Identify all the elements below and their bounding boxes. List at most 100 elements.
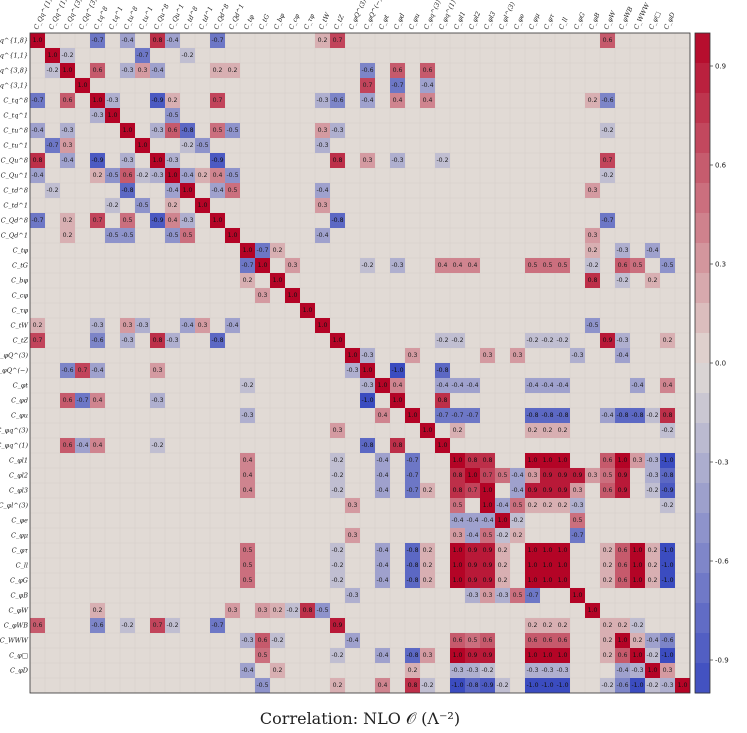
cell-value-label: -0.7 [46, 142, 58, 149]
cell-value-label: 0.8 [153, 337, 163, 344]
heatmap-cell [30, 153, 45, 168]
heatmap-cell [660, 558, 675, 573]
heatmap-cell [30, 33, 45, 48]
heatmap-cell [405, 678, 420, 693]
cell-value-label: 0.5 [513, 592, 523, 599]
cell-value-label: -0.5 [256, 682, 268, 689]
heatmap-cell [105, 198, 120, 213]
cell-value-label: -0.4 [376, 487, 388, 494]
cell-value-label: -0.2 [601, 682, 613, 689]
heatmap-cell [45, 63, 60, 78]
heatmap-cell [480, 633, 495, 648]
heatmap-cell [555, 423, 570, 438]
cell-value-label: -0.7 [256, 247, 268, 254]
y-tick-label: C_φ□ [9, 652, 28, 660]
heatmap-cell [45, 48, 60, 63]
heatmap-cell [375, 408, 390, 423]
cell-value-label: 0.3 [153, 367, 163, 374]
heatmap-cell [450, 663, 465, 678]
cell-value-label: 0.5 [123, 217, 133, 224]
cell-value-label: -0.3 [151, 127, 163, 134]
heatmap-cell [390, 438, 405, 453]
heatmap-cell [150, 438, 165, 453]
cell-value-label: -0.5 [316, 607, 328, 614]
heatmap-cell [570, 348, 585, 363]
cell-value-label: 0.6 [558, 637, 568, 644]
heatmap-cell [555, 378, 570, 393]
cell-value-label: -0.5 [226, 127, 238, 134]
cell-value-label: 0.4 [438, 262, 448, 269]
heatmap-cell [420, 558, 435, 573]
y-tick-label: C_φQ^(3) [0, 352, 28, 360]
cell-value-label: 0.9 [558, 487, 568, 494]
heatmap-cell [240, 633, 255, 648]
cell-value-label: 0.2 [603, 652, 613, 659]
heatmap-cell [195, 138, 210, 153]
heatmap-cell [495, 588, 510, 603]
heatmap-cell [75, 363, 90, 378]
cell-value-label: 0.2 [423, 562, 433, 569]
cell-value-label: 0.3 [198, 322, 208, 329]
cell-value-label: 0.9 [558, 472, 568, 479]
heatmap-cell [90, 333, 105, 348]
cell-value-label: 0.3 [588, 232, 598, 239]
heatmap-cell [60, 123, 75, 138]
heatmap-cell [495, 573, 510, 588]
colorbar-segment [695, 93, 710, 124]
cell-value-label: 0.3 [573, 487, 583, 494]
cell-value-label: 0.7 [468, 487, 478, 494]
cell-value-label: 1.0 [558, 562, 568, 569]
heatmap-cell [525, 483, 540, 498]
cell-value-label: -0.5 [166, 112, 178, 119]
colorbar-segment [695, 273, 710, 304]
cell-value-label: -0.4 [61, 157, 73, 164]
heatmap-cell [225, 603, 240, 618]
cell-value-label: -0.3 [391, 262, 403, 269]
cell-value-label: 0.2 [543, 622, 553, 629]
heatmap-cell [195, 318, 210, 333]
heatmap-cell [120, 168, 135, 183]
heatmap-cell [525, 573, 540, 588]
cell-value-label: 1.0 [543, 577, 553, 584]
heatmap-cell [390, 258, 405, 273]
cell-value-label: 0.2 [318, 37, 328, 44]
cell-value-label: 0.2 [273, 247, 283, 254]
heatmap-cell [510, 483, 525, 498]
cell-value-label: -0.8 [631, 412, 643, 419]
heatmap-cell [60, 393, 75, 408]
cell-value-label: -0.3 [181, 217, 193, 224]
cell-value-label: 0.4 [663, 382, 673, 389]
heatmap-cell [195, 198, 210, 213]
cell-value-label: -0.3 [571, 352, 583, 359]
cell-value-label: 0.2 [63, 217, 73, 224]
cell-value-label: -0.6 [331, 97, 343, 104]
cell-value-label: 0.2 [603, 622, 613, 629]
cell-value-label: -0.2 [166, 622, 178, 629]
cell-value-label: -0.4 [496, 502, 508, 509]
cell-value-label: -1.0 [361, 397, 373, 404]
heatmap-cell [645, 648, 660, 663]
cell-value-label: 1.0 [528, 652, 538, 659]
cell-value-label: -0.2 [601, 127, 613, 134]
cell-value-label: -0.5 [196, 142, 208, 149]
cell-value-label: 1.0 [528, 562, 538, 569]
heatmap-cell [150, 153, 165, 168]
heatmap-cell [525, 633, 540, 648]
heatmap-cell [630, 543, 645, 558]
cell-value-label: -0.3 [121, 67, 133, 74]
cell-value-label: 1.0 [618, 637, 628, 644]
heatmap-cell [540, 333, 555, 348]
heatmap-cell [345, 363, 360, 378]
heatmap-cell [330, 543, 345, 558]
cell-value-label: -0.2 [61, 52, 73, 59]
cell-value-label: -0.2 [181, 142, 193, 149]
cell-value-label: -0.2 [46, 67, 58, 74]
heatmap-cell [255, 288, 270, 303]
y-tick-label: C_τφ [12, 307, 29, 315]
chart-title: Correlation: NLO 𝒪 (Λ⁻²) [260, 709, 460, 728]
heatmap-cell [525, 423, 540, 438]
cell-value-label: -0.7 [76, 397, 88, 404]
cell-value-label: -0.4 [556, 382, 568, 389]
cell-value-label: -0.2 [331, 472, 343, 479]
cell-value-label: -0.4 [376, 457, 388, 464]
